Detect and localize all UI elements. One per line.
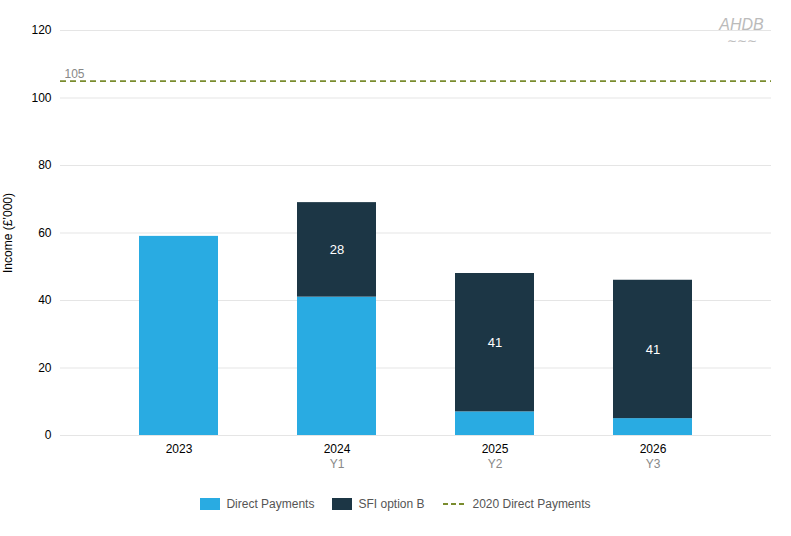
html-text:SFI option B: SFI option B — [358, 497, 425, 511]
svg-text:28: 28 — [330, 242, 344, 257]
svg-text:40: 40 — [38, 293, 52, 307]
svg-text:Y3: Y3 — [646, 457, 661, 471]
svg-text:0: 0 — [45, 428, 52, 442]
html-text:2020 Direct Payments: 2020 Direct Payments — [472, 497, 591, 511]
svg-text:120: 120 — [31, 23, 51, 37]
svg-text:60: 60 — [38, 226, 52, 240]
svg-text:2026: 2026 — [640, 442, 667, 456]
svg-text:105: 105 — [65, 67, 85, 81]
svg-text:Y2: Y2 — [488, 457, 503, 471]
svg-text:2025: 2025 — [482, 442, 509, 456]
svg-text:41: 41 — [488, 335, 502, 350]
svg-text:20: 20 — [38, 361, 52, 375]
svg-text:2024: 2024 — [324, 442, 351, 456]
svg-text:41: 41 — [646, 342, 660, 357]
svg-text:Y1: Y1 — [330, 457, 345, 471]
svg-text:2023: 2023 — [166, 442, 193, 456]
svg-text:Income (£’000): Income (£’000) — [1, 193, 15, 273]
html-text:Direct Payments: Direct Payments — [226, 497, 315, 511]
svg-text:80: 80 — [38, 158, 52, 172]
svg-text:AHDB: AHDB — [718, 16, 764, 33]
svg-text:∼∼∼: ∼∼∼ — [727, 34, 757, 48]
svg-text:100: 100 — [31, 91, 51, 105]
